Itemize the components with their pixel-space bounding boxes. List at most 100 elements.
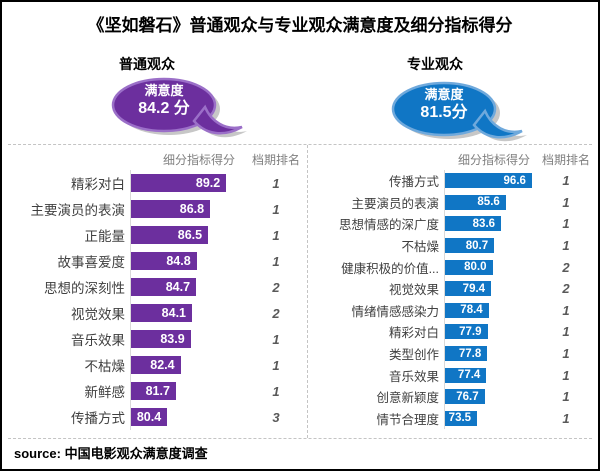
indicator-label: 新鲜感 (84, 385, 126, 400)
indicator-label: 不枯燥 (84, 359, 126, 374)
indicator-label: 思想情感的深广度 (338, 218, 439, 233)
score-value: 89.2 (195, 176, 221, 190)
score-bar: 84.1 (131, 304, 193, 322)
indicator-row: 精彩对白 77.9 1 (312, 321, 592, 343)
score-value: 85.6 (477, 196, 500, 209)
indicator-row: 新鲜感 81.7 1 (14, 378, 307, 404)
score-bar: 86.5 (131, 226, 209, 244)
rank-value: 1 (272, 253, 280, 269)
panel-column-headers: 细分指标得分 档期排名 (14, 148, 307, 170)
rank-value: 1 (562, 389, 570, 405)
rank-value: 1 (562, 346, 570, 362)
score-bar: 77.4 (445, 367, 487, 383)
bar-track: 79.4 (444, 277, 540, 300)
bar-track: 86.8 (130, 196, 245, 222)
indicator-label: 传播方式 (71, 411, 125, 426)
score-bar: 80.4 (131, 408, 168, 426)
source-note: source: 中国电影观众满意度调查 (14, 446, 208, 461)
rank-value: 1 (562, 302, 570, 318)
score-bar: 77.8 (445, 346, 488, 362)
score-bar: 80.7 (445, 238, 495, 254)
bar-track: 81.7 (130, 378, 245, 404)
badge-text: 满意度 81.5分 (393, 87, 495, 123)
satisfaction-badge-ordinary: 满意度 84.2 分 (106, 75, 256, 141)
rank-value: 1 (272, 357, 280, 373)
rank-value: 1 (272, 201, 280, 217)
indicator-label: 类型创作 (388, 348, 439, 363)
indicator-row: 传播方式 96.6 1 (312, 170, 592, 192)
score-bar: 82.4 (131, 356, 181, 374)
bar-track: 82.4 (130, 352, 245, 378)
indicator-label: 传播方式 (388, 175, 439, 190)
rank-value: 1 (562, 324, 570, 340)
score-value: 83.9 (160, 332, 185, 346)
rank-value: 1 (562, 173, 570, 189)
bar-track: 84.1 (130, 300, 245, 326)
score-value: 84.8 (166, 254, 191, 268)
panel-professional-audience: 细分指标得分 档期排名 传播方式 96.6 1 主要演员的表演 85.6 1 思想情感的深广… (307, 145, 592, 438)
indicator-label: 情节合理度 (376, 412, 439, 427)
score-value: 76.7 (456, 390, 479, 403)
bar-track: 80.0 (444, 256, 540, 278)
score-bar: 73.5 (445, 410, 478, 426)
indicator-row: 思想的深刻性 84.7 2 (14, 274, 307, 300)
group-label-professional-audience: 专业观众 (407, 56, 463, 72)
score-bar: 83.9 (131, 330, 191, 348)
chart-title: 《坚如磐石》普通观众与专业观众满意度及细分指标得分 (87, 16, 513, 35)
score-value: 80.4 (136, 410, 162, 424)
panel-column-headers: 细分指标得分 档期排名 (312, 148, 592, 170)
score-value: 77.8 (458, 347, 482, 360)
badge-satisfaction-score: 81.5分 (420, 104, 468, 122)
rank-value: 1 (562, 238, 570, 254)
speech-bubble-icon (111, 77, 247, 138)
bar-track: 84.8 (130, 248, 245, 274)
panel-ordinary-audience: 细分指标得分 档期排名 精彩对白 89.2 1 主要演员的表演 86.8 1 正能量 86.5… (8, 145, 307, 438)
score-value: 78.4 (460, 304, 483, 317)
bar-track: 80.7 (444, 234, 540, 257)
rank-value: 1 (272, 383, 280, 399)
score-column-header: 细分指标得分 (457, 152, 530, 167)
rank-value: 3 (272, 409, 280, 425)
rank-value: 2 (562, 259, 570, 275)
score-value: 96.6 (503, 174, 526, 187)
rank-value: 1 (272, 227, 280, 243)
score-bar: 78.4 (445, 302, 489, 318)
indicator-row: 精彩对白 89.2 1 (14, 170, 307, 196)
score-bar: 80.0 (445, 259, 493, 275)
bar-track: 85.6 (444, 191, 540, 214)
panel-professional-rows: 传播方式 96.6 1 主要演员的表演 85.6 1 思想情感的深广度 83.6 1 不枯燥 80.… (312, 170, 592, 430)
rank-column-header: 档期排名 (541, 152, 590, 167)
indicator-label: 精彩对白 (71, 177, 125, 192)
rank-value: 2 (272, 305, 280, 321)
score-column-header: 细分指标得分 (162, 152, 235, 167)
indicator-row: 主要演员的表演 86.8 1 (14, 196, 307, 222)
rank-value: 1 (562, 410, 570, 426)
indicator-row: 视觉效果 79.4 2 (312, 277, 592, 300)
indicator-row: 情绪情感感染力 78.4 1 (312, 299, 592, 322)
score-value: 82.4 (150, 358, 175, 372)
rank-value: 2 (272, 279, 280, 295)
indicator-row: 音乐效果 77.4 1 (312, 364, 592, 386)
score-bar: 81.7 (131, 382, 176, 400)
score-value: 83.6 (472, 217, 496, 230)
indicator-label: 精彩对白 (388, 326, 439, 341)
panel-ordinary-rows: 精彩对白 89.2 1 主要演员的表演 86.8 1 正能量 86.5 1 故事喜爱度 84.8 1 思… (14, 170, 307, 430)
group-label-ordinary-audience: 普通观众 (119, 56, 175, 72)
indicator-label: 健康积极的价值... (341, 261, 439, 276)
indicator-row: 故事喜爱度 84.8 1 (14, 248, 307, 274)
indicator-row: 不枯燥 82.4 1 (14, 352, 307, 378)
score-value: 73.5 (448, 412, 472, 425)
score-bar: 79.4 (445, 281, 492, 297)
indicator-row: 类型创作 77.8 1 (312, 342, 592, 365)
rank-value: 2 (562, 281, 570, 297)
score-value: 81.7 (145, 384, 170, 398)
indicator-label: 故事喜爱度 (57, 255, 126, 270)
bar-track: 80.4 (130, 404, 245, 430)
score-value: 86.5 (177, 228, 203, 242)
score-bar: 84.8 (131, 252, 197, 270)
bar-track: 96.6 (444, 170, 540, 192)
indicator-row: 健康积极的价值... 80.0 2 (312, 256, 592, 278)
indicator-row: 创意新颖度 76.7 1 (312, 385, 592, 408)
badge-text: 满意度 84.2 分 (113, 83, 215, 119)
